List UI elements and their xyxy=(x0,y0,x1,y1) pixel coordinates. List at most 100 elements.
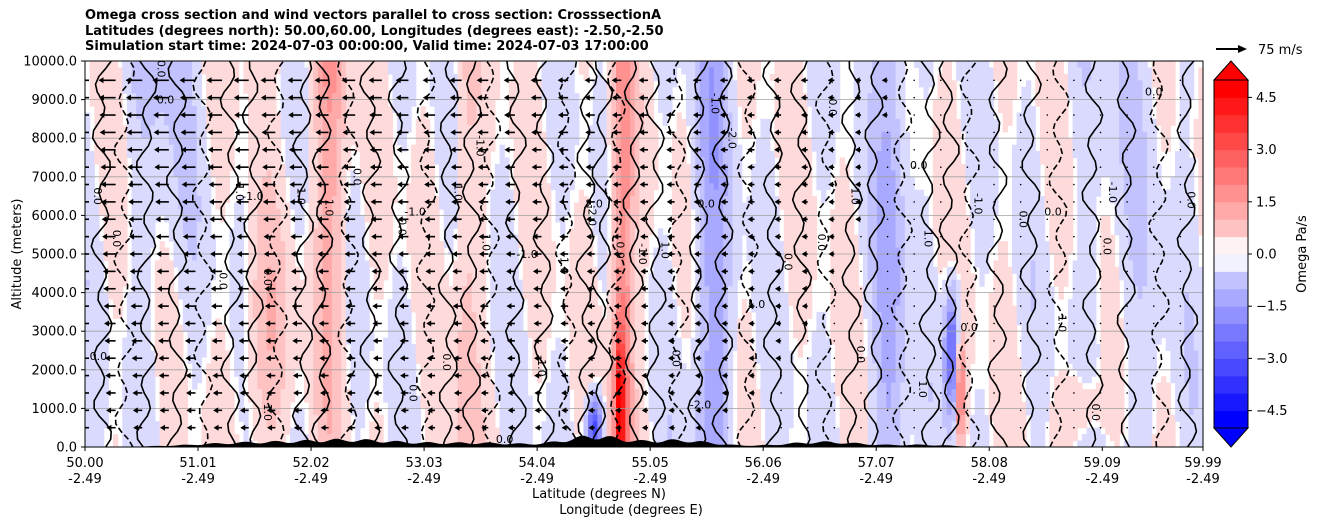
omega-fill-cell xyxy=(140,93,147,101)
omega-fill-cell xyxy=(499,337,505,345)
omega-fill-cell xyxy=(466,196,473,204)
omega-fill-cell xyxy=(89,292,95,300)
omega-fill-cell xyxy=(373,131,380,139)
omega-fill-cell xyxy=(89,363,95,371)
omega-fill-cell xyxy=(448,331,454,339)
omega-fill-cell xyxy=(425,183,431,191)
omega-fill-cell xyxy=(453,189,459,197)
omega-fill-cell xyxy=(220,170,226,178)
omega-fill-cell xyxy=(397,106,403,114)
omega-fill-cell xyxy=(136,73,142,81)
omega-fill-cell xyxy=(420,208,426,216)
omega-fill-cell xyxy=(378,196,384,204)
omega-fill-cell xyxy=(154,189,161,197)
omega-fill-cell xyxy=(471,99,477,107)
omega-fill-cell xyxy=(159,356,165,364)
omega-fill-cell xyxy=(364,376,370,384)
omega-fill-cell xyxy=(420,318,426,326)
omega-fill-cell xyxy=(238,382,244,390)
omega-fill-cell xyxy=(383,221,389,229)
omega-fill-cell xyxy=(406,350,412,358)
omega-fill-cell xyxy=(210,86,217,94)
omega-fill-cell xyxy=(439,427,445,435)
omega-fill-cell xyxy=(159,176,165,184)
omega-fill-cell xyxy=(308,208,314,216)
omega-fill-cell xyxy=(331,331,338,339)
omega-fill-cell xyxy=(341,228,347,236)
omega-fill-cell xyxy=(196,221,203,229)
omega-fill-cell xyxy=(154,440,161,447)
omega-fill-cell xyxy=(401,421,408,429)
omega-fill-cell xyxy=(210,118,217,126)
omega-fill-cell xyxy=(471,369,477,377)
omega-fill-cell xyxy=(122,125,128,133)
omega-fill-cell xyxy=(429,363,435,371)
omega-fill-cell xyxy=(275,434,282,442)
omega-fill-cell xyxy=(229,389,235,397)
omega-fill-cell xyxy=(383,196,389,204)
omega-fill-cell xyxy=(429,318,435,326)
omega-fill-cell xyxy=(289,241,296,249)
omega-fill-cell xyxy=(248,299,254,307)
omega-fill-cell xyxy=(252,311,258,319)
omega-fill-cell xyxy=(341,331,347,339)
omega-fill-cell xyxy=(429,260,435,268)
omega-fill-cell xyxy=(275,395,282,403)
omega-fill-cell xyxy=(518,337,524,345)
omega-fill-cell xyxy=(327,286,333,294)
omega-fill-cell xyxy=(494,311,501,319)
omega-fill-cell xyxy=(294,273,300,281)
omega-fill-cell xyxy=(271,363,277,371)
omega-fill-cell xyxy=(140,138,147,146)
omega-fill-cell xyxy=(345,118,352,126)
omega-fill-cell xyxy=(215,189,221,197)
omega-fill-cell xyxy=(355,73,361,81)
omega-fill-cell xyxy=(336,163,342,171)
omega-fill-cell xyxy=(499,260,505,268)
omega-fill-cell xyxy=(485,170,491,178)
omega-fill-cell xyxy=(215,318,221,326)
omega-fill-cell xyxy=(178,80,184,88)
omega-fill-cell xyxy=(215,376,221,384)
omega-fill-cell xyxy=(89,189,95,197)
omega-fill-cell xyxy=(126,350,133,358)
omega-fill-cell xyxy=(508,131,515,139)
omega-fill-cell xyxy=(536,279,543,287)
omega-fill-cell xyxy=(178,118,184,126)
omega-fill-cell xyxy=(443,389,449,397)
omega-fill-cell xyxy=(229,414,235,422)
omega-fill-cell xyxy=(252,376,258,384)
omega-fill-cell xyxy=(252,324,258,332)
omega-fill-cell xyxy=(89,266,95,274)
omega-fill-cell xyxy=(196,157,203,165)
omega-fill-cell xyxy=(373,228,380,236)
omega-fill-cell xyxy=(485,118,491,126)
omega-fill-cell xyxy=(480,183,487,191)
omega-fill-cell xyxy=(462,260,468,268)
omega-fill-cell xyxy=(522,151,529,159)
omega-fill-cell xyxy=(504,286,510,294)
omega-fill-cell xyxy=(322,208,328,216)
omega-fill-cell xyxy=(252,292,258,300)
omega-fill-cell xyxy=(387,331,394,339)
omega-fill-cell xyxy=(182,61,189,69)
omega-fill-cell xyxy=(252,125,258,133)
omega-fill-cell xyxy=(317,318,324,326)
omega-fill-cell xyxy=(271,331,277,339)
omega-fill-cell xyxy=(401,112,408,120)
omega-fill-cell xyxy=(238,292,244,300)
omega-fill-cell xyxy=(406,389,412,397)
omega-fill-cell xyxy=(401,414,408,422)
omega-fill-cell xyxy=(210,356,217,364)
omega-fill-cell xyxy=(522,176,529,184)
omega-fill-cell xyxy=(322,118,328,126)
omega-fill-cell xyxy=(196,73,203,81)
omega-fill-cell xyxy=(94,241,100,249)
omega-fill-cell xyxy=(415,189,421,197)
omega-fill-cell xyxy=(168,151,175,159)
omega-fill-cell xyxy=(103,67,109,75)
omega-fill-cell xyxy=(313,247,319,255)
omega-fill-cell xyxy=(401,286,408,294)
omega-fill-cell xyxy=(406,86,412,94)
omega-fill-cell xyxy=(462,131,468,139)
